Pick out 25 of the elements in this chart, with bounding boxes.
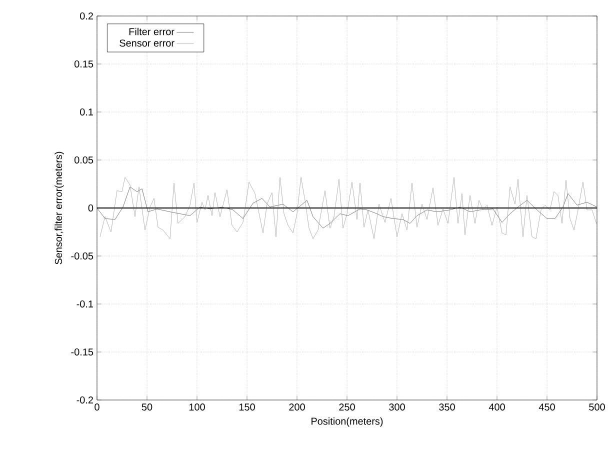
x-tick-label: 400 <box>488 404 505 411</box>
x-tick-label: 0 <box>94 404 100 411</box>
x-tick-label: 200 <box>289 404 305 411</box>
y-tick-label: -0.05 <box>71 252 94 260</box>
legend-label: Sensor error <box>120 40 174 47</box>
y-tick-label: 0 <box>88 204 94 212</box>
y-tick-label: 0.05 <box>74 156 94 164</box>
legend-label: Filter error <box>129 28 174 36</box>
x-tick-label: 450 <box>538 404 555 411</box>
y-axis-title: Sensor,filter error(meters) <box>54 152 64 264</box>
x-tick-label: 500 <box>589 404 605 411</box>
y-tick-label: -0.1 <box>76 300 93 308</box>
x-tick-label: 350 <box>439 404 455 411</box>
y-tick-label: -0.2 <box>76 396 93 404</box>
x-tick-label: 150 <box>239 404 255 411</box>
x-tick-label: 250 <box>339 404 355 411</box>
x-tick-label: 100 <box>189 404 205 411</box>
x-tick-label: 300 <box>389 404 405 411</box>
y-tick-label: -0.15 <box>71 348 94 356</box>
line-series <box>97 186 597 228</box>
y-tick-label: 0.15 <box>74 60 94 68</box>
y-tick-label: 0.1 <box>80 108 93 116</box>
x-tick-label: 50 <box>142 404 152 411</box>
y-tick-label: 0.2 <box>80 12 93 20</box>
x-axis-title: Position(meters) <box>312 417 383 427</box>
